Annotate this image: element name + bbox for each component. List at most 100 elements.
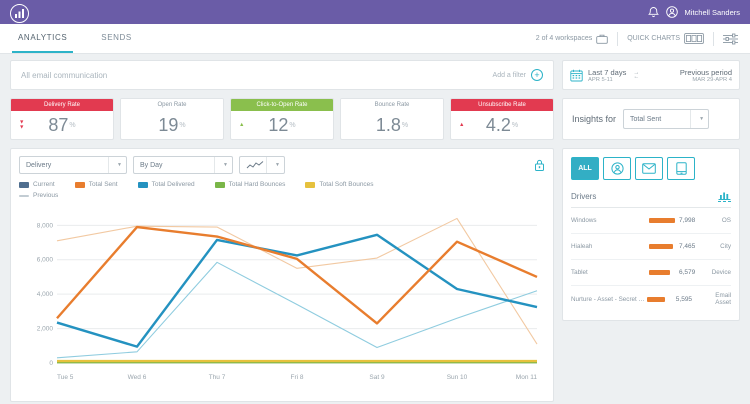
metric-label: Unsubscribe Rate <box>451 99 553 111</box>
workspaces-selector[interactable]: 2 of 4 workspaces <box>536 34 608 44</box>
insights-tab-device[interactable] <box>667 157 695 180</box>
metric-card-click-to-open-rate[interactable]: Click-to-Open Rate ▲ 12% <box>230 98 334 140</box>
interval-select[interactable]: By Day ▼ <box>133 156 233 174</box>
lock-icon[interactable] <box>534 159 545 172</box>
chevron-down-icon: ▼ <box>108 157 122 173</box>
driver-value: 7,465 <box>679 243 696 250</box>
legend-swatch <box>137 181 148 188</box>
main-column: All email communication Add a filter + D… <box>10 60 554 402</box>
insight-filter-tabs: ALL <box>571 157 731 180</box>
metric-unit: % <box>289 121 296 129</box>
date-range-selector[interactable]: Last 7 days APR 5-11 → ← Previous period … <box>562 60 740 90</box>
chart-controls: Delivery ▼ By Day ▼ ▼ <box>19 156 545 174</box>
previous-period-dates: MAR 29-APR 4 <box>692 76 732 83</box>
metric-value: 12 <box>268 114 289 135</box>
y-axis-tick-label: 8,000 <box>37 222 54 229</box>
metric-card-open-rate[interactable]: Open Rate 19% <box>120 98 224 140</box>
top-bar: Mitchell Sanders <box>0 0 750 24</box>
metric-card-bounce-rate[interactable]: Bounce Rate 1.8% <box>340 98 444 140</box>
x-axis-tick-label: Thu 7 <box>209 374 226 381</box>
legend-item[interactable]: Total Sent <box>74 181 118 188</box>
quick-charts-panels-icon <box>684 33 704 44</box>
legend-swatch <box>214 181 225 188</box>
legend-row-previous: Previous <box>19 192 545 199</box>
metric-card-delivery-rate[interactable]: Delivery Rate ▼ ▼ 87% <box>10 98 114 140</box>
briefcase-icon <box>596 34 608 44</box>
metric-select[interactable]: Delivery ▼ <box>19 156 127 174</box>
insights-tab-all[interactable]: ALL <box>571 157 599 180</box>
insights-tab-audience[interactable] <box>603 157 631 180</box>
add-filter-button[interactable]: Add a filter + <box>493 69 543 81</box>
driver-row[interactable]: Hialeah 7,465 City <box>571 234 731 260</box>
x-axis-tick-label: Fri 8 <box>291 374 304 381</box>
swap-periods-icon[interactable]: → ← <box>633 70 640 80</box>
legend-item[interactable]: Current <box>19 181 55 188</box>
chart-panel: Delivery ▼ By Day ▼ ▼ <box>10 148 554 402</box>
metric-card-unsubscribe-rate[interactable]: Unsubscribe Rate ▲ 4.2% <box>450 98 554 140</box>
insights-metric-select[interactable]: Total Sent ▼ <box>623 109 710 129</box>
driver-value-bar <box>649 218 675 223</box>
legend-label: Current <box>33 181 55 188</box>
previous-period: Previous period MAR 29-APR 4 <box>680 68 732 83</box>
settings-sliders-icon[interactable] <box>723 33 738 45</box>
legend-swatch <box>19 194 29 197</box>
insights-for-bar: Insights for Total Sent ▼ <box>562 98 740 140</box>
driver-row[interactable]: Windows 7,998 OS <box>571 208 731 234</box>
drivers-chart-view-toggle[interactable] <box>718 190 731 202</box>
insights-tab-email[interactable] <box>635 157 663 180</box>
filter-scope-label[interactable]: All email communication <box>21 70 108 80</box>
driver-name: Tablet <box>571 269 588 276</box>
y-axis-tick-label: 0 <box>49 360 53 367</box>
y-axis-tick-label: 2,000 <box>37 326 54 333</box>
app-logo-icon[interactable] <box>10 4 29 23</box>
x-axis-tick-label: Mon 11 <box>516 374 538 381</box>
legend-item[interactable]: Total Hard Bounces <box>214 181 286 188</box>
metric-value: 19 <box>158 114 179 135</box>
legend-swatch <box>305 181 316 188</box>
user-avatar-icon[interactable] <box>665 6 678 18</box>
trend-arrow-icon: ▲ <box>459 121 465 128</box>
current-period-label: Last 7 days <box>588 67 627 77</box>
metrics-row: Delivery Rate ▼ ▼ 87% Open Rate 19% Click… <box>10 98 554 140</box>
chevron-down-icon: ▼ <box>690 110 704 128</box>
toolbar-divider <box>713 31 714 46</box>
insights-for-label: Insights for <box>572 114 617 124</box>
metric-label: Bounce Rate <box>341 99 443 111</box>
driver-row[interactable]: Nurture - Asset - Secret Sauc... 5,595 E… <box>571 286 731 312</box>
insights-select-value: Total Sent <box>630 115 662 123</box>
page-content: All email communication Add a filter + D… <box>0 54 750 404</box>
notifications-bell-icon[interactable] <box>647 6 659 18</box>
chevron-down-icon: ▼ <box>214 157 228 173</box>
y-axis-tick-label: 6,000 <box>37 257 54 264</box>
user-name[interactable]: Mitchell Sanders <box>684 7 740 17</box>
driver-value-bar <box>649 244 674 249</box>
bar-chart-logo-glyph <box>15 9 24 18</box>
person-icon <box>610 162 624 175</box>
tab-sends[interactable]: SENDS <box>101 33 132 42</box>
legend-label: Total Hard Bounces <box>228 181 286 188</box>
x-axis-tick-label: Sun 10 <box>447 374 468 381</box>
metric-unit: % <box>511 121 519 129</box>
driver-value-bar <box>649 270 671 275</box>
legend-label: Total Delivered <box>151 181 195 188</box>
x-axis-tick-label: Sat 9 <box>369 374 385 381</box>
legend-item[interactable]: Previous <box>19 192 58 199</box>
series-total-sent-current[interactable] <box>56 225 538 325</box>
tab-analytics[interactable]: ANALYTICS <box>12 24 74 53</box>
line-chart[interactable]: 0 2,000 4,000 6,000 8,000 Tue 5 Wed 6 Thu 7 Fri … <box>19 203 545 394</box>
previous-period-label: Previous period <box>679 67 732 77</box>
series-total-delivered-previous[interactable] <box>56 261 538 359</box>
workspaces-label: 2 of 4 workspaces <box>535 35 593 42</box>
current-period: Last 7 days APR 5-11 <box>588 68 626 83</box>
quick-charts-button[interactable]: QUICK CHARTS <box>627 33 704 44</box>
legend-label: Previous <box>33 192 59 199</box>
metric-unit: % <box>179 121 186 129</box>
legend-item[interactable]: Total Delivered <box>137 181 195 188</box>
tab-bar: ANALYTICS SENDS 2 of 4 workspaces QUICK … <box>0 24 750 54</box>
driver-category: Device <box>711 269 731 276</box>
series-total-delivered-current[interactable] <box>56 233 538 348</box>
chart-type-select[interactable]: ▼ <box>239 156 285 174</box>
driver-row[interactable]: Tablet 6,579 Device <box>571 260 731 286</box>
legend-item[interactable]: Total Soft Bounces <box>305 181 374 188</box>
add-filter-label: Add a filter <box>492 71 526 79</box>
